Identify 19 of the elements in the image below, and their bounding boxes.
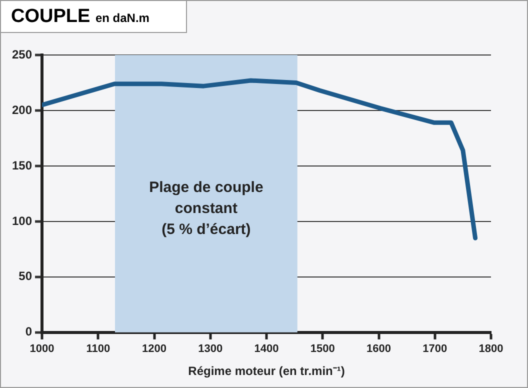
x-tick-label: 1700 xyxy=(422,343,448,356)
x-tick-label: 1100 xyxy=(86,343,110,356)
band-label: Plage de couple constant (5 % d’écart) xyxy=(149,179,264,238)
x-tick-label: 1600 xyxy=(366,343,391,356)
y-tick-label: 100 xyxy=(12,214,32,228)
x-tick-label: 1200 xyxy=(142,343,167,356)
chart-title: COUPLE xyxy=(11,6,90,27)
x-tick-label: 1300 xyxy=(198,343,223,356)
x-tick-label: 1800 xyxy=(478,343,504,356)
x-axis-title: Régime moteur (en tr.min⁻¹) xyxy=(188,364,345,378)
chart-subtitle: en daN.m xyxy=(95,11,150,25)
y-tick-label: 200 xyxy=(12,102,32,117)
y-tick-label: 50 xyxy=(18,269,32,284)
x-tick-label: 1500 xyxy=(310,343,335,356)
x-tick-label: 1400 xyxy=(254,343,279,356)
x-tick-label: 1000 xyxy=(30,343,54,356)
y-tick-label: 150 xyxy=(12,158,32,172)
y-tick-label: 250 xyxy=(12,47,32,62)
y-tick-label: 0 xyxy=(25,324,32,339)
